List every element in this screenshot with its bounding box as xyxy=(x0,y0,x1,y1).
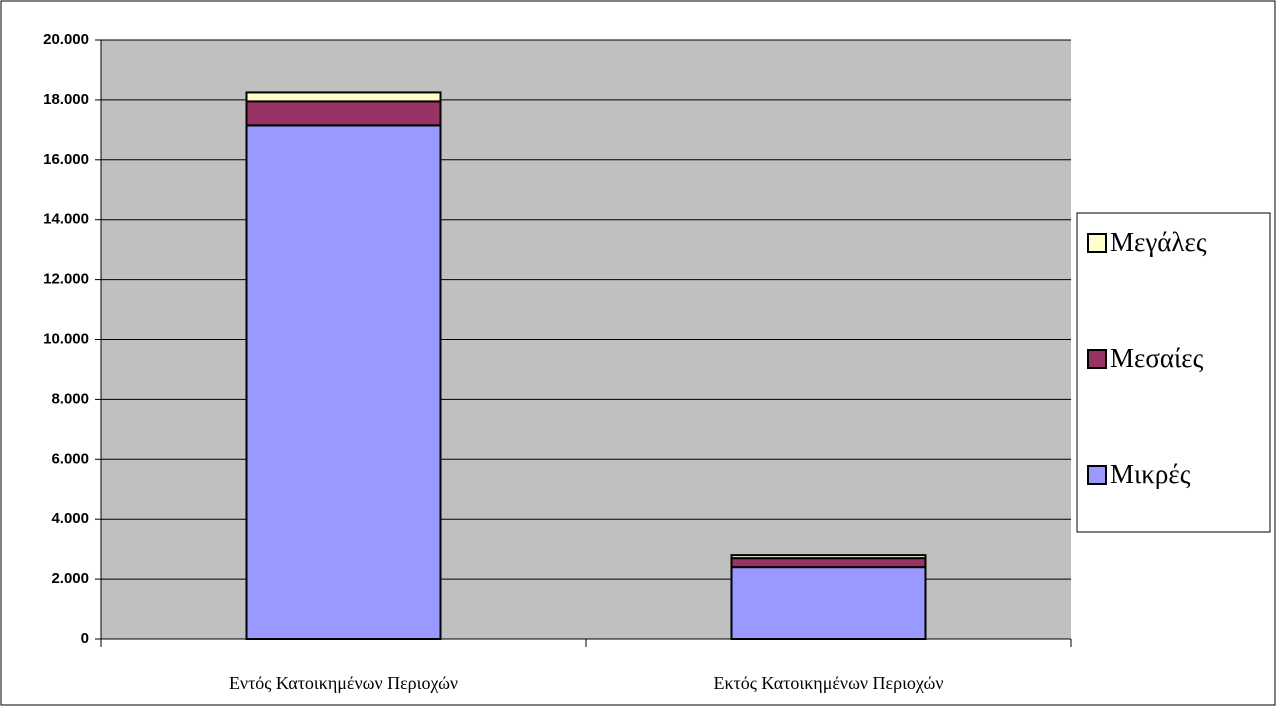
y-tick-label: 0 xyxy=(81,630,89,647)
y-tick-label: 20.000 xyxy=(43,31,89,48)
x-tick-label: Εντός Κατοικημένων Περιοχών xyxy=(229,673,458,693)
y-tick-label: 18.000 xyxy=(43,91,89,108)
y-tick-label: 6.000 xyxy=(51,450,89,467)
y-tick-label: 16.000 xyxy=(43,151,89,168)
legend-swatch xyxy=(1087,349,1107,369)
legend xyxy=(1076,212,1271,533)
y-tick-label: 14.000 xyxy=(43,211,89,228)
bar-segment xyxy=(245,91,442,103)
legend-label: Μικρές xyxy=(1110,459,1191,489)
legend-swatch xyxy=(1087,233,1107,253)
y-tick-label: 12.000 xyxy=(43,271,89,288)
y-tick-label: 10.000 xyxy=(43,330,89,347)
bar-segment xyxy=(730,566,927,640)
bar-segment xyxy=(245,100,442,127)
y-tick-label: 8.000 xyxy=(51,390,89,407)
bar-segment xyxy=(730,554,927,560)
bar-segment xyxy=(245,124,442,641)
bar-segment xyxy=(730,557,927,569)
x-tick-label: Εκτός Κατοικημένων Περιοχών xyxy=(713,673,943,693)
y-tick-label: 2.000 xyxy=(51,570,89,587)
legend-label: Μεσαίες xyxy=(1110,343,1204,373)
legend-swatch xyxy=(1087,465,1107,485)
y-tick-label: 4.000 xyxy=(51,510,89,527)
legend-label: Μεγάλες xyxy=(1110,227,1207,257)
